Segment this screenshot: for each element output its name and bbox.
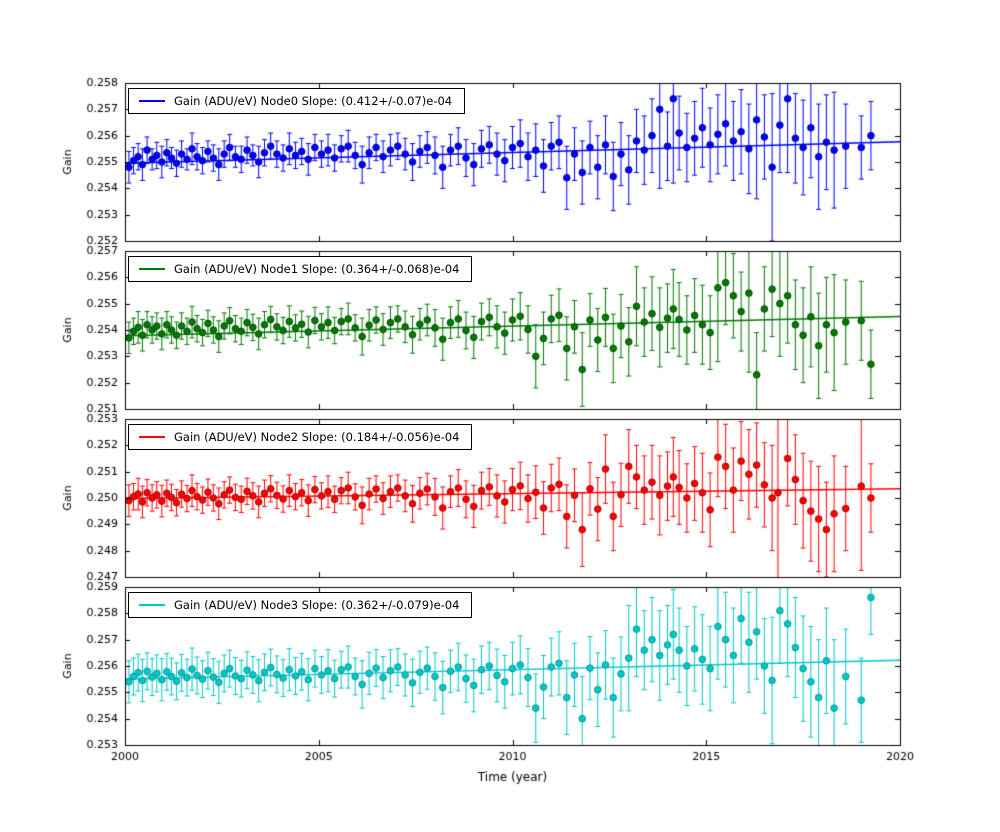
legend-line-node2-icon xyxy=(139,436,165,438)
legend-label-node3: Gain (ADU/eV) Node3 Slope: (0.362+/-0.07… xyxy=(174,598,460,612)
legend-node3: Gain (ADU/eV) Node3 Slope: (0.362+/-0.07… xyxy=(128,592,473,618)
legend-label-node0: Gain (ADU/eV) Node0 Slope: (0.412+/-0.07… xyxy=(174,94,453,108)
legend-node2: Gain (ADU/eV) Node2 Slope: (0.184+/-0.05… xyxy=(128,424,473,450)
legend-line-node3-icon xyxy=(139,604,165,606)
legend-label-node1: Gain (ADU/eV) Node1 Slope: (0.364+/-0.06… xyxy=(174,262,460,276)
legend-line-node0-icon xyxy=(139,100,165,102)
legend-node1: Gain (ADU/eV) Node1 Slope: (0.364+/-0.06… xyxy=(128,256,473,282)
legend-label-node2: Gain (ADU/eV) Node2 Slope: (0.184+/-0.05… xyxy=(174,430,460,444)
legend-node0: Gain (ADU/eV) Node0 Slope: (0.412+/-0.07… xyxy=(128,88,466,114)
legend-line-node1-icon xyxy=(139,268,165,270)
